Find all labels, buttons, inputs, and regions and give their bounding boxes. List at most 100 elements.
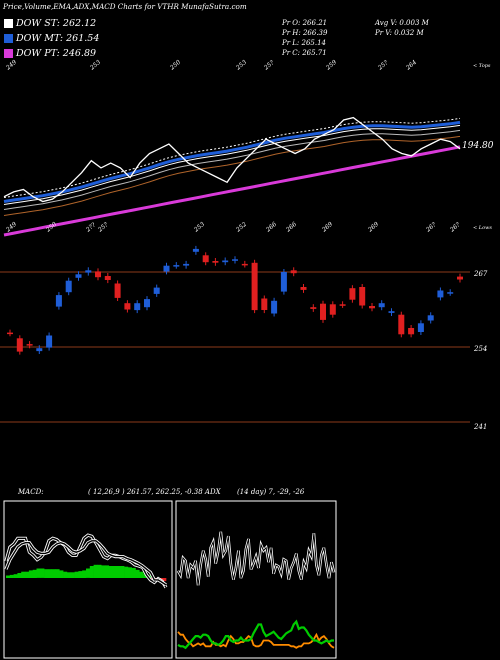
macd-hist-bar <box>40 568 45 578</box>
candle-body <box>251 262 258 311</box>
candle-body <box>144 299 150 308</box>
ema-dotted-line <box>3 117 461 198</box>
candle-body <box>26 344 33 346</box>
ema-mt-line <box>3 120 461 203</box>
macd-hist-bar <box>13 574 18 578</box>
macd-hist-bar <box>82 570 87 578</box>
candle-body <box>163 265 170 272</box>
macd-hist-bar <box>143 573 148 578</box>
ema-value-label: 194.80 <box>462 141 494 151</box>
candle-body <box>339 304 346 306</box>
macd-hist-bar <box>116 566 121 578</box>
prev-low: Pr L: 265.14 <box>281 39 326 47</box>
macd-hist-bar <box>74 571 79 578</box>
macd-hist-bar <box>21 571 26 578</box>
ema-bottom-label: 25? <box>96 221 110 234</box>
ema-grey-line <box>3 129 461 210</box>
ema-bottom-label: 26? <box>448 221 462 234</box>
candle-body <box>36 348 43 352</box>
ema-pt-line <box>3 145 461 237</box>
adx-values: (14 day) 7, -29, -26 <box>237 488 305 496</box>
ema-bottom-label: 253 <box>192 221 206 234</box>
macd-hist-bar <box>59 570 64 578</box>
dow-mt-swatch <box>4 34 13 43</box>
macd-hist-bar <box>25 571 30 578</box>
macd-hist-bar <box>86 568 91 578</box>
macd-hist-bar <box>120 566 125 578</box>
macd-panel-frame <box>3 500 173 659</box>
candle-body <box>46 335 53 348</box>
candle-body <box>75 274 82 278</box>
macd-hist-bar <box>78 571 83 578</box>
ema-white-thin-line <box>3 124 461 205</box>
ema-top-label: 25? <box>262 59 276 72</box>
chart-title: Price,Volume,EMA,ADX,MACD Charts for VTH… <box>2 2 247 11</box>
candle-body <box>212 261 219 263</box>
candle-body <box>457 276 463 280</box>
level-label-241: 241 <box>473 423 487 431</box>
signal-line <box>5 540 167 586</box>
adx-plus-di-line <box>177 619 334 650</box>
ema-brown-line <box>3 135 461 216</box>
candle-body <box>369 306 375 309</box>
avg-volume: Avg V: 0.003 M <box>374 19 430 27</box>
candle-body <box>114 283 121 298</box>
ema-top-label: 259 <box>324 59 338 72</box>
macd-hist-bar <box>55 569 60 578</box>
macd-hist-bar <box>28 570 33 578</box>
macd-hist-bar <box>131 567 136 578</box>
macd-hist-bar <box>93 564 98 578</box>
candle-body <box>153 287 160 294</box>
dow-pt-swatch <box>4 49 13 58</box>
candle-body <box>300 287 307 290</box>
candle-body <box>85 270 92 273</box>
candle-panel <box>0 245 470 423</box>
prev-close: Pr C: 265.71 <box>281 49 327 57</box>
macd-hist-bar <box>112 566 117 578</box>
ema-bottom-label: 252 <box>234 221 248 234</box>
adx-minus-di-line <box>177 631 335 649</box>
ema-top-label: 25? <box>376 59 390 72</box>
dow-mt-label: DOW MT: 261.54 <box>15 33 99 44</box>
macd-hist-bar <box>124 566 129 578</box>
candle-body <box>417 323 424 332</box>
candle-body <box>378 303 385 308</box>
level-label-267: 267 <box>473 270 488 278</box>
macd-hist-bar <box>70 572 75 578</box>
macd-values: ( 12,26,9 ) 261.57, 262.25, -0.38 ADX <box>88 488 222 496</box>
adx-panel <box>176 531 336 650</box>
candle-body <box>388 311 395 313</box>
candle-body <box>173 265 180 267</box>
macd-hist-bar <box>108 566 113 578</box>
candle-body <box>290 270 297 274</box>
candle-body <box>437 290 444 298</box>
ema-top-label: 264 <box>404 59 418 72</box>
ema-right-tops: < Tops <box>473 63 491 69</box>
candle-body <box>359 287 366 306</box>
ema-bottom-label: 269 <box>320 221 334 234</box>
candle-body <box>408 328 415 335</box>
macd-hist-bar <box>9 574 14 578</box>
candle-body <box>222 260 229 263</box>
ema-top-label: 249 <box>4 59 18 72</box>
macd-panel <box>4 533 168 589</box>
dow-st-label: DOW ST: 262.12 <box>15 18 96 29</box>
prev-high: Pr H: 266.39 <box>281 29 328 37</box>
candle-body <box>280 272 287 292</box>
macd-hist-bar <box>47 569 52 578</box>
macd-hist-bar <box>105 565 110 578</box>
macd-hist-bar <box>135 569 140 578</box>
macd-hist-bar <box>162 578 167 582</box>
dow-st-swatch <box>4 19 13 28</box>
candle-body <box>241 263 248 266</box>
candle-body <box>271 300 278 314</box>
candle-body <box>447 292 454 294</box>
prev-volume: Pr V: 0.032 M <box>374 29 424 37</box>
candle-body <box>329 304 336 315</box>
macd-hist-bar <box>101 565 106 578</box>
macd-line <box>5 534 167 588</box>
candle-body <box>95 271 101 278</box>
macd-label: MACD: <box>17 488 44 496</box>
